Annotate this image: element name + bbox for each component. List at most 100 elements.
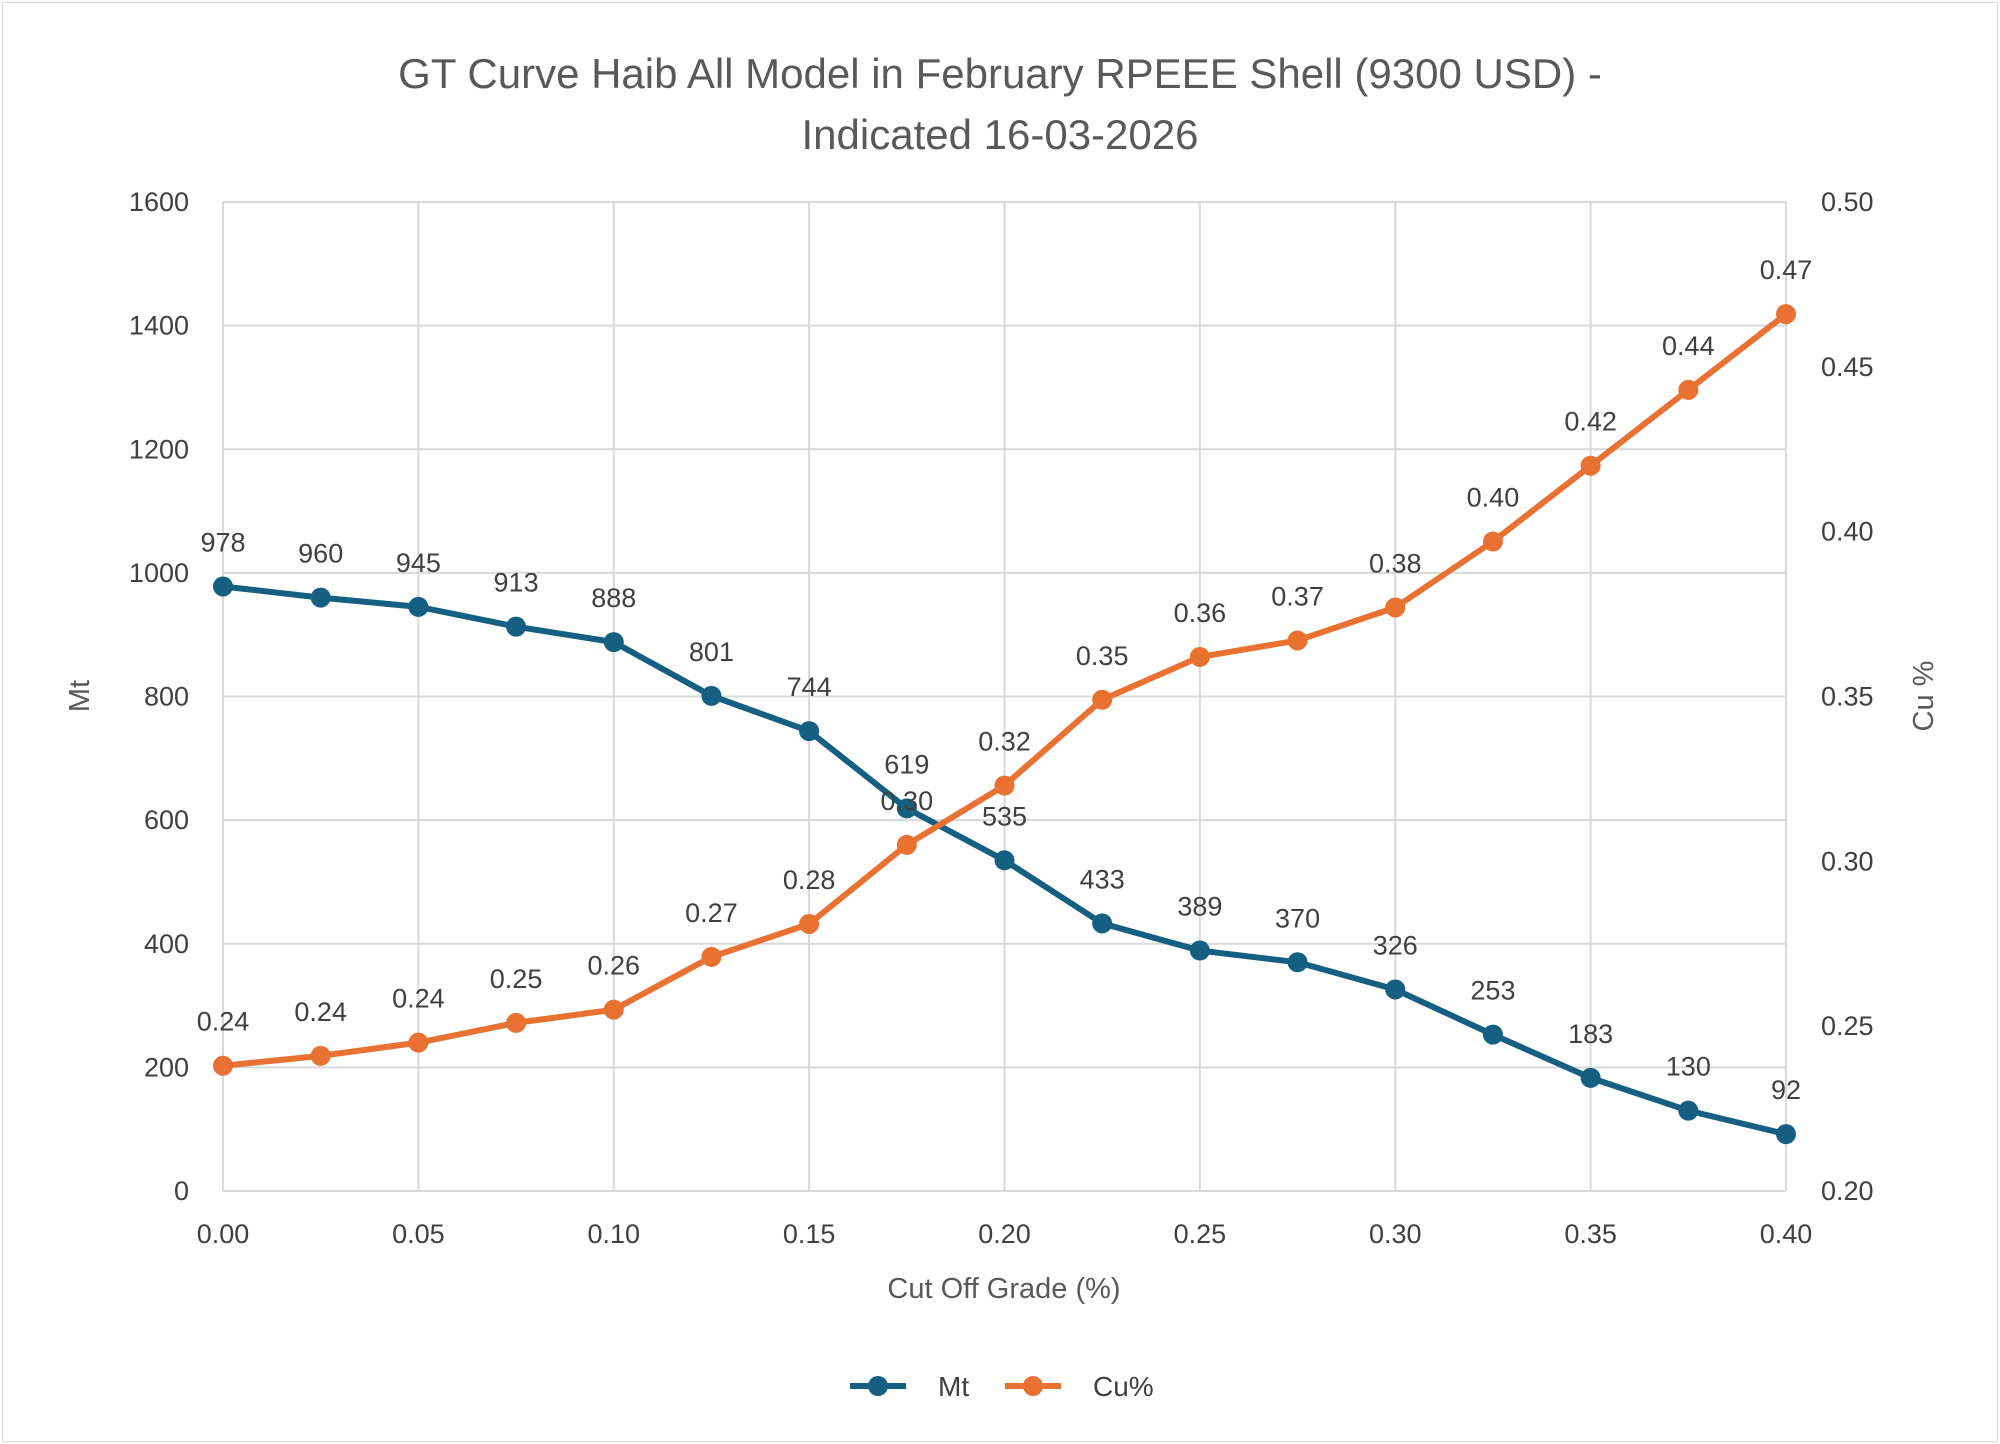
y2-axis-title: Cu %	[1908, 661, 1940, 732]
y2-tick-label: 0.50	[1821, 187, 1874, 217]
y-tick-label: 400	[144, 929, 189, 959]
y-tick-label: 600	[144, 805, 189, 835]
data-point	[896, 798, 917, 819]
data-point	[799, 721, 820, 742]
data-point	[213, 576, 233, 597]
data-label: 0.27	[685, 898, 738, 928]
data-point	[1482, 1024, 1503, 1045]
x-axis-title: Cut Off Grade (%)	[887, 1273, 1120, 1305]
data-label: 535	[982, 801, 1027, 831]
data-point	[1482, 531, 1503, 552]
data-point	[1092, 689, 1113, 710]
data-point	[603, 632, 624, 653]
data-label: 253	[1470, 976, 1515, 1006]
data-point	[506, 616, 527, 637]
data-label: 130	[1666, 1052, 1711, 1082]
x-tick-label: 0.10	[587, 1219, 640, 1249]
data-point	[1287, 952, 1308, 973]
data-point	[1776, 1124, 1796, 1145]
data-point	[799, 913, 820, 934]
data-point	[1385, 979, 1406, 1000]
y2-tick-label: 0.30	[1821, 846, 1874, 876]
data-label: 945	[396, 548, 441, 578]
data-point	[408, 1032, 429, 1053]
x-tick-label: 0.05	[392, 1219, 445, 1249]
x-tick-label: 0.25	[1174, 1219, 1227, 1249]
data-label: 389	[1177, 892, 1222, 922]
data-label: 0.28	[783, 865, 836, 895]
x-tick-label: 0.00	[197, 1219, 250, 1249]
data-label: 0.47	[1760, 255, 1813, 285]
data-label: 0.26	[587, 951, 640, 981]
data-label: 326	[1373, 930, 1418, 960]
data-point	[994, 775, 1015, 796]
data-label: 0.24	[294, 997, 347, 1027]
data-label: 370	[1275, 903, 1320, 933]
data-label: 0.30	[881, 786, 934, 816]
data-label: 978	[200, 527, 245, 557]
data-label: 0.44	[1662, 331, 1715, 361]
data-point	[213, 1055, 233, 1076]
data-label: 183	[1568, 1019, 1613, 1049]
legend-mt-marker	[868, 1376, 888, 1396]
y2-tick-label: 0.45	[1821, 352, 1874, 382]
data-label: 0.42	[1564, 407, 1617, 437]
chart-title-line-2: Indicated 16-03-2026	[802, 111, 1199, 158]
legend-cu-label: Cu%	[1093, 1371, 1154, 1402]
data-label: 433	[1080, 864, 1125, 894]
data-point	[1385, 597, 1406, 618]
data-point	[1092, 913, 1113, 934]
y2-tick-label: 0.35	[1821, 682, 1874, 712]
y-axis-title: Mt	[64, 680, 96, 712]
data-label: 92	[1771, 1075, 1801, 1105]
data-point	[701, 946, 722, 967]
legend-cu-marker	[1023, 1376, 1043, 1396]
chart-title-line-1: GT Curve Haib All Model in February RPEE…	[398, 50, 1602, 97]
data-label: 801	[689, 637, 734, 667]
data-label: 0.35	[1076, 641, 1129, 671]
y2-tick-label: 0.20	[1821, 1176, 1874, 1206]
data-point	[310, 587, 331, 608]
data-label: 0.36	[1174, 598, 1227, 628]
y-tick-label: 1400	[129, 311, 189, 341]
y2-tick-label: 0.25	[1821, 1011, 1874, 1041]
y-tick-label: 200	[144, 1052, 189, 1082]
data-label: 0.32	[978, 727, 1031, 757]
data-point	[1189, 940, 1210, 961]
data-label: 0.38	[1369, 548, 1422, 578]
x-tick-label: 0.30	[1369, 1219, 1422, 1249]
data-point	[1580, 455, 1601, 476]
data-point	[408, 596, 429, 617]
data-point	[896, 834, 917, 855]
data-point	[603, 999, 624, 1020]
data-point	[506, 1012, 527, 1033]
legend-mt-label: Mt	[938, 1371, 969, 1402]
data-label: 0.25	[490, 964, 543, 994]
data-point	[1287, 630, 1308, 651]
y2-tick-label: 0.40	[1821, 517, 1874, 547]
data-label: 0.40	[1467, 483, 1520, 513]
data-point	[701, 685, 722, 706]
data-point	[1580, 1067, 1601, 1088]
data-point	[1678, 379, 1699, 400]
y-tick-label: 0	[174, 1176, 189, 1206]
data-point	[1776, 304, 1796, 325]
x-tick-label: 0.40	[1760, 1219, 1813, 1249]
legend: Mt Cu%	[850, 1371, 1154, 1402]
data-label: 0.24	[392, 984, 445, 1014]
data-point	[1678, 1100, 1699, 1121]
data-label: 619	[884, 749, 929, 779]
data-label: 0.37	[1271, 581, 1324, 611]
data-label: 888	[591, 583, 636, 613]
data-point	[994, 850, 1015, 871]
data-label: 960	[298, 539, 343, 569]
x-tick-label: 0.20	[978, 1219, 1031, 1249]
x-tick-label: 0.35	[1564, 1219, 1617, 1249]
data-label: 0.24	[197, 1007, 250, 1037]
data-point	[1189, 646, 1210, 667]
y-tick-label: 800	[144, 682, 189, 712]
data-label: 744	[787, 672, 832, 702]
x-tick-label: 0.15	[783, 1219, 836, 1249]
